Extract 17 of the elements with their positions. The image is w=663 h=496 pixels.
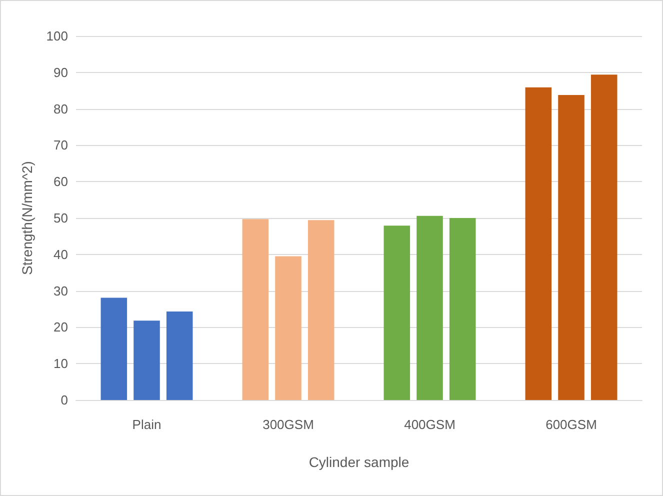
y-axis-title: Strength(N/mm^2) [19, 161, 35, 275]
x-tick-label: 600GSM [546, 417, 597, 432]
x-tick-label: 300GSM [262, 417, 314, 432]
y-tick-label: 90 [54, 64, 68, 80]
y-tick-label: 0 [60, 392, 68, 408]
y-tick-label: 100 [46, 28, 68, 44]
y-tick-label: 80 [54, 101, 68, 116]
y-tick-label: 60 [54, 174, 68, 190]
y-tick-label: 70 [54, 138, 68, 153]
y-tick-label: 50 [54, 210, 68, 226]
y-tick-label: 40 [54, 246, 68, 262]
x-tick-label: 400GSM [404, 417, 456, 432]
y-tick-label: 30 [54, 283, 68, 298]
x-axis-title: Cylinder sample [308, 454, 410, 470]
x-tick-label: Plain [132, 417, 162, 432]
y-tick-label: 10 [54, 356, 68, 372]
y-tick-label: 20 [54, 320, 68, 335]
